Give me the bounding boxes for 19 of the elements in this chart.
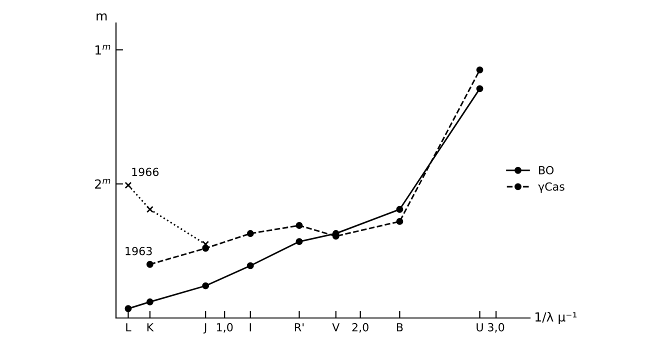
x-tick-label: 2,0 — [352, 323, 368, 333]
legend-label: γCas — [538, 182, 564, 193]
x-tick-label: 3,0 — [488, 323, 504, 333]
x-tick-label: V — [332, 323, 340, 332]
y-tick-label: 2$^{m}$ — [95, 178, 110, 189]
x-tick-label: B — [396, 323, 403, 332]
annotation: 1963 — [126, 246, 152, 256]
annotation: 1966 — [132, 168, 159, 176]
x-axis-title: 1/λ μ⁻¹ — [536, 312, 577, 324]
y-axis-title: m — [96, 13, 107, 20]
x-tick-label: L — [126, 323, 132, 332]
legend-label: BO — [539, 166, 554, 174]
x-tick-label: R' — [294, 323, 304, 332]
y-tick-label: 1$^{m}$ — [96, 44, 110, 54]
x-tick-label: K — [147, 323, 154, 332]
x-tick-label: J — [203, 323, 206, 334]
x-tick-label: 1,0 — [216, 323, 233, 333]
x-tick-label: I — [250, 323, 251, 332]
x-tick-label: U — [476, 323, 483, 332]
